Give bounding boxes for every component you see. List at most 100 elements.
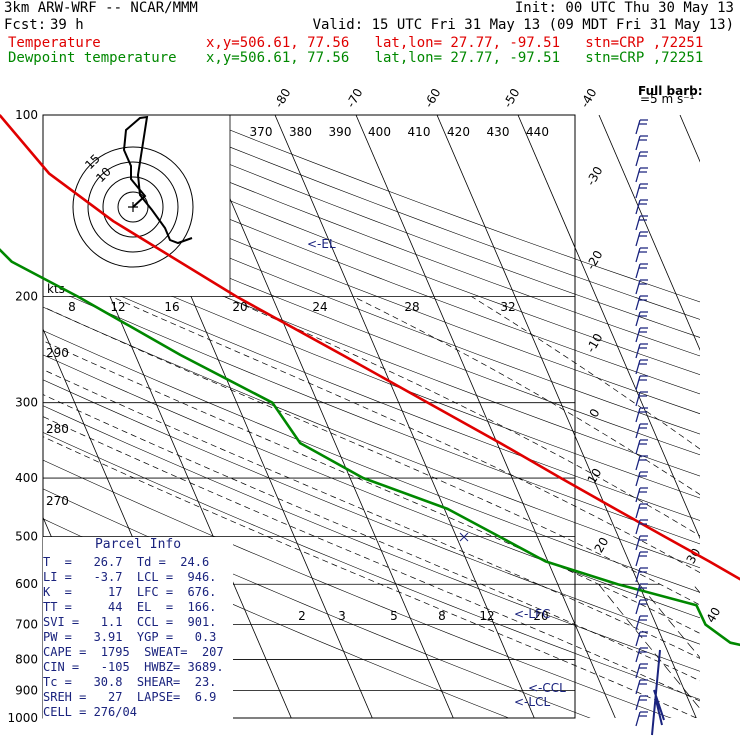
mixing-ratio-label: 2 <box>298 609 306 623</box>
dry-adiabat-line <box>43 459 672 718</box>
dry-adiabat-line <box>43 330 700 593</box>
dry-adiabat-line <box>43 405 700 672</box>
parcel-info-row: TT = 44 EL = 166. <box>43 600 217 614</box>
theta-label: 380 <box>289 125 312 139</box>
pressure-label: 500 <box>15 529 38 543</box>
wind-barb <box>635 679 648 695</box>
dry-adiabat-line <box>43 354 700 619</box>
level-marker: <-LCL <box>514 695 550 709</box>
wind-barb <box>635 631 648 647</box>
wind-barb <box>635 391 648 407</box>
pressure-label: 900 <box>15 683 38 697</box>
hodograph-ring <box>117 191 149 223</box>
parcel-info-row: CAPE = 1795 SWEAT= 207 <box>43 645 224 659</box>
speed-label: 20 <box>232 300 247 314</box>
model-title: 3km ARW-WRF -- NCAR/MMM <box>4 0 198 16</box>
dry-adiabat-line <box>43 140 700 395</box>
wind-barb <box>635 311 648 327</box>
mixing-ratio-label: 12 <box>479 609 494 623</box>
mixing-ratio-line <box>598 583 700 710</box>
parcel-info-row: Tc = 30.8 SHEAR= 23. <box>43 675 217 689</box>
wind-barb <box>635 215 648 231</box>
speed-label: 8 <box>68 300 76 314</box>
isotherm-line <box>598 115 700 351</box>
upper-grid <box>230 115 740 718</box>
dry-adiabat-line <box>230 146 575 277</box>
theta-label: 430 <box>487 125 510 139</box>
dry-adiabat-line <box>43 219 700 477</box>
barb-legend-title: Full barb: <box>638 84 703 98</box>
wind-barb <box>635 359 648 375</box>
level-marker: <-CCL <box>528 681 566 695</box>
dry-adiabat-line <box>230 200 479 296</box>
speed-label: 28 <box>404 300 419 314</box>
dewpoint-legend: Dewpoint temperature <box>8 50 177 66</box>
init-time: Init: 00 UTC Thu 30 May 13 <box>514 0 734 16</box>
wind-barb <box>635 711 648 727</box>
speed-label: 24 <box>312 300 327 314</box>
wind-barb <box>635 455 648 471</box>
wind-barb <box>635 343 648 359</box>
hodograph-background <box>43 115 575 296</box>
level-marker: <-EL <box>307 237 336 251</box>
valid-time: Valid: 15 UTC Fri 31 May 13 (09 MDT Fri … <box>312 17 734 33</box>
wind-barb <box>635 247 648 263</box>
forecast-label: Fcst: <box>4 17 47 33</box>
pressure-label: 600 <box>15 577 38 591</box>
wind-barb <box>635 519 648 535</box>
speed-label: 12 <box>110 300 125 314</box>
wind-barb <box>635 407 648 423</box>
isotherm-label: 10 <box>585 466 605 486</box>
theta-label: 440 <box>526 125 549 139</box>
moist-adiabat-line <box>224 296 700 537</box>
moist-adiabat-line <box>352 296 700 495</box>
isotherm-label: -40 <box>578 86 600 110</box>
wind-barb <box>635 647 648 663</box>
temperature-profile-line <box>0 114 740 581</box>
wind-barb <box>635 135 648 151</box>
speed-label: 16 <box>164 300 179 314</box>
isotherm-line <box>599 115 740 718</box>
parcel-info-row: K = 17 LFC = 676. <box>43 585 217 599</box>
dewpoint-profile-line <box>0 248 740 647</box>
mixing-ratio-line <box>638 583 700 659</box>
pressure-label: 100 <box>15 108 38 122</box>
theta-label: 420 <box>447 125 470 139</box>
pressure-label: 300 <box>15 396 38 410</box>
theta-label: 410 <box>408 125 431 139</box>
isotherm-label: -70 <box>344 86 366 110</box>
wind-barb <box>635 167 648 183</box>
dry-adiabat-line <box>230 164 575 295</box>
isotherm-line <box>517 115 575 249</box>
forecast-hour: 39 h <box>50 17 84 33</box>
mixing-ratio-label: 5 <box>390 609 398 623</box>
moist-adiabat-line <box>471 296 700 450</box>
theta-label: 280 <box>46 422 69 436</box>
level-marker: <-LFC <box>514 607 550 621</box>
wind-barb <box>635 231 648 247</box>
theta-label: 390 <box>329 125 352 139</box>
wind-barb <box>635 535 648 551</box>
dry-adiabat-line <box>43 122 700 376</box>
parcel-info-row: CELL = 276/04 <box>43 705 137 719</box>
parcel-marker <box>459 532 469 542</box>
wind-barb <box>635 199 648 215</box>
wind-barb <box>635 487 648 503</box>
wind-barb <box>635 183 648 199</box>
dry-adiabat-line <box>43 261 700 521</box>
parcel-info-row: T = 26.7 Td = 24.6 <box>43 555 210 569</box>
wind-barb <box>635 423 648 439</box>
wind-barb <box>635 263 648 279</box>
diagram-frame <box>42 114 576 719</box>
hodograph-ring <box>102 176 164 238</box>
isotherm-label: -80 <box>272 86 294 110</box>
wind-barb <box>635 551 648 567</box>
pressure-label: 800 <box>15 653 38 667</box>
theta-label: 400 <box>368 125 391 139</box>
parcel-info-row: PW = 3.91 YGP = 0.3 <box>43 630 217 644</box>
isotherm-label: -60 <box>422 86 444 110</box>
temperature-location: x,y=506.61, 77.56 lat,lon= 27.77, -97.51… <box>206 35 704 51</box>
theta-label: 290 <box>46 346 69 360</box>
isotherm-label: 0 <box>587 406 603 420</box>
